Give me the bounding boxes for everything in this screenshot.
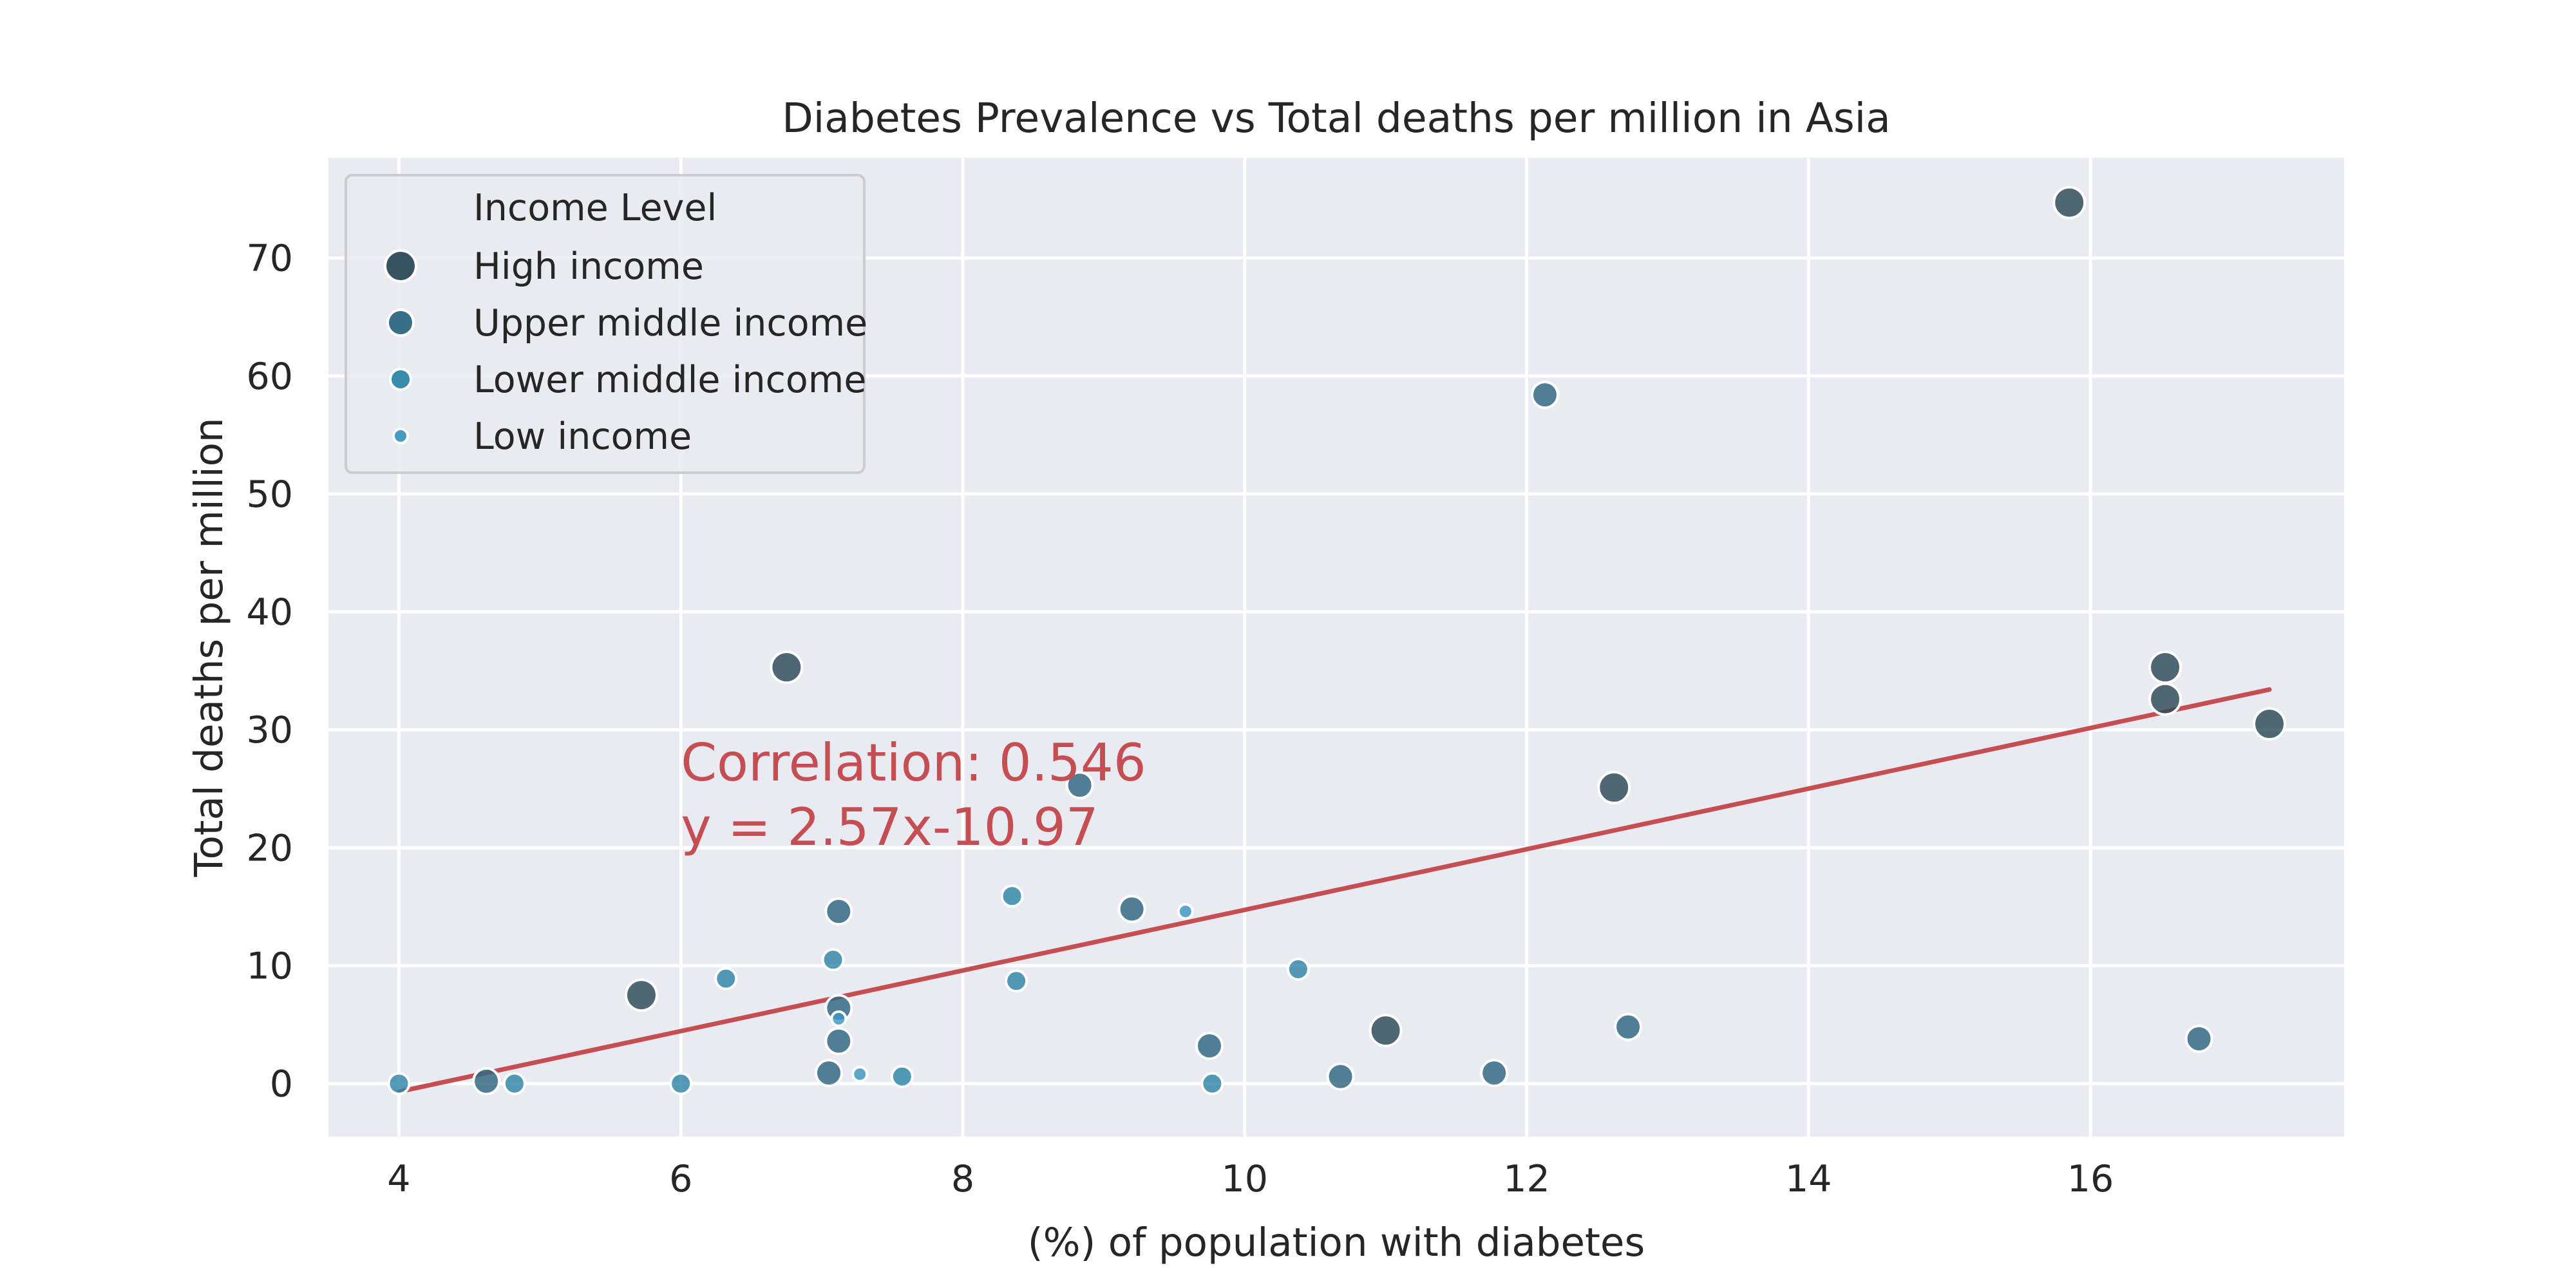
legend-label: Upper middle income bbox=[473, 302, 867, 345]
regression-equation-text: y = 2.57x-10.97 bbox=[681, 797, 1099, 857]
y-tick-label: 40 bbox=[246, 591, 293, 634]
data-point bbox=[714, 967, 738, 990]
data-point bbox=[2148, 650, 2183, 685]
tick-labels: 4 6 8 10 12 14 16 0 10 20 30 40 50 60 70 bbox=[246, 238, 2114, 1200]
data-point bbox=[770, 650, 804, 685]
data-point bbox=[1326, 1062, 1355, 1091]
y-tick-label: 0 bbox=[270, 1063, 293, 1106]
legend-marker bbox=[384, 249, 417, 283]
y-tick-label: 30 bbox=[246, 709, 293, 752]
data-point bbox=[890, 1065, 914, 1088]
legend-box bbox=[345, 174, 866, 474]
scatter-points bbox=[387, 185, 2286, 1095]
y-tick-label: 50 bbox=[246, 473, 293, 516]
data-point bbox=[821, 948, 845, 972]
data-point bbox=[830, 1010, 848, 1027]
x-tick-label: 12 bbox=[1503, 1158, 1550, 1200]
data-point bbox=[1177, 903, 1194, 920]
data-point bbox=[1005, 969, 1028, 993]
data-point bbox=[1368, 1014, 1403, 1048]
data-point bbox=[1530, 381, 1559, 410]
grid-lines bbox=[328, 158, 2344, 1137]
data-point bbox=[1000, 884, 1024, 908]
data-point bbox=[1195, 1031, 1224, 1060]
legend-label: High income bbox=[473, 245, 704, 288]
x-tick-label: 14 bbox=[1785, 1158, 1832, 1200]
data-point bbox=[502, 1072, 526, 1095]
data-point bbox=[824, 897, 853, 926]
y-axis-label: Total deaths per million bbox=[186, 417, 232, 877]
data-point bbox=[1200, 1072, 1224, 1095]
legend-title: Income Level bbox=[473, 187, 717, 229]
legend-entries: High income Upper middle income Lower midd… bbox=[384, 245, 867, 458]
chart-title: Diabetes Prevalence vs Total deaths per … bbox=[782, 95, 1891, 142]
data-point bbox=[624, 978, 658, 1012]
legend-marker bbox=[386, 308, 415, 337]
regression-line bbox=[396, 687, 2272, 1094]
y-tick-label: 70 bbox=[246, 238, 293, 280]
x-tick-label: 10 bbox=[1221, 1158, 1268, 1200]
y-tick-label: 10 bbox=[246, 945, 293, 987]
data-point bbox=[472, 1066, 501, 1095]
data-point bbox=[2148, 682, 2183, 716]
data-point bbox=[1480, 1059, 1509, 1088]
legend-label: Lower middle income bbox=[473, 359, 866, 401]
data-point bbox=[1286, 957, 1310, 981]
data-point bbox=[851, 1065, 869, 1083]
data-point bbox=[815, 1059, 844, 1088]
y-tick-label: 60 bbox=[246, 355, 293, 398]
legend-label: Low income bbox=[473, 415, 692, 458]
correlation-annotation: Correlation: 0.546 y = 2.57x-10.97 bbox=[681, 733, 1146, 857]
x-tick-label: 4 bbox=[387, 1158, 410, 1200]
data-point bbox=[2184, 1025, 2213, 1053]
data-point bbox=[387, 1072, 411, 1095]
x-tick-label: 8 bbox=[951, 1158, 974, 1200]
data-point bbox=[1065, 771, 1094, 800]
y-tick-label: 20 bbox=[246, 827, 293, 869]
data-point bbox=[2052, 185, 2087, 220]
fit-line-group bbox=[396, 687, 2272, 1094]
legend-marker bbox=[392, 428, 409, 444]
data-point bbox=[1597, 770, 1631, 804]
data-point bbox=[2252, 707, 2286, 741]
x-axis-label: (%) of population with diabetes bbox=[1028, 1220, 1645, 1265]
x-tick-label: 16 bbox=[2067, 1158, 2114, 1200]
data-point bbox=[1117, 895, 1146, 923]
legend-marker bbox=[389, 368, 412, 391]
data-point bbox=[669, 1072, 693, 1095]
correlation-text: Correlation: 0.546 bbox=[681, 733, 1146, 793]
data-point bbox=[824, 1027, 853, 1056]
data-point bbox=[1614, 1012, 1643, 1041]
legend: Income Level High income Upper middle inc… bbox=[345, 174, 867, 474]
x-tick-label: 6 bbox=[669, 1158, 692, 1200]
